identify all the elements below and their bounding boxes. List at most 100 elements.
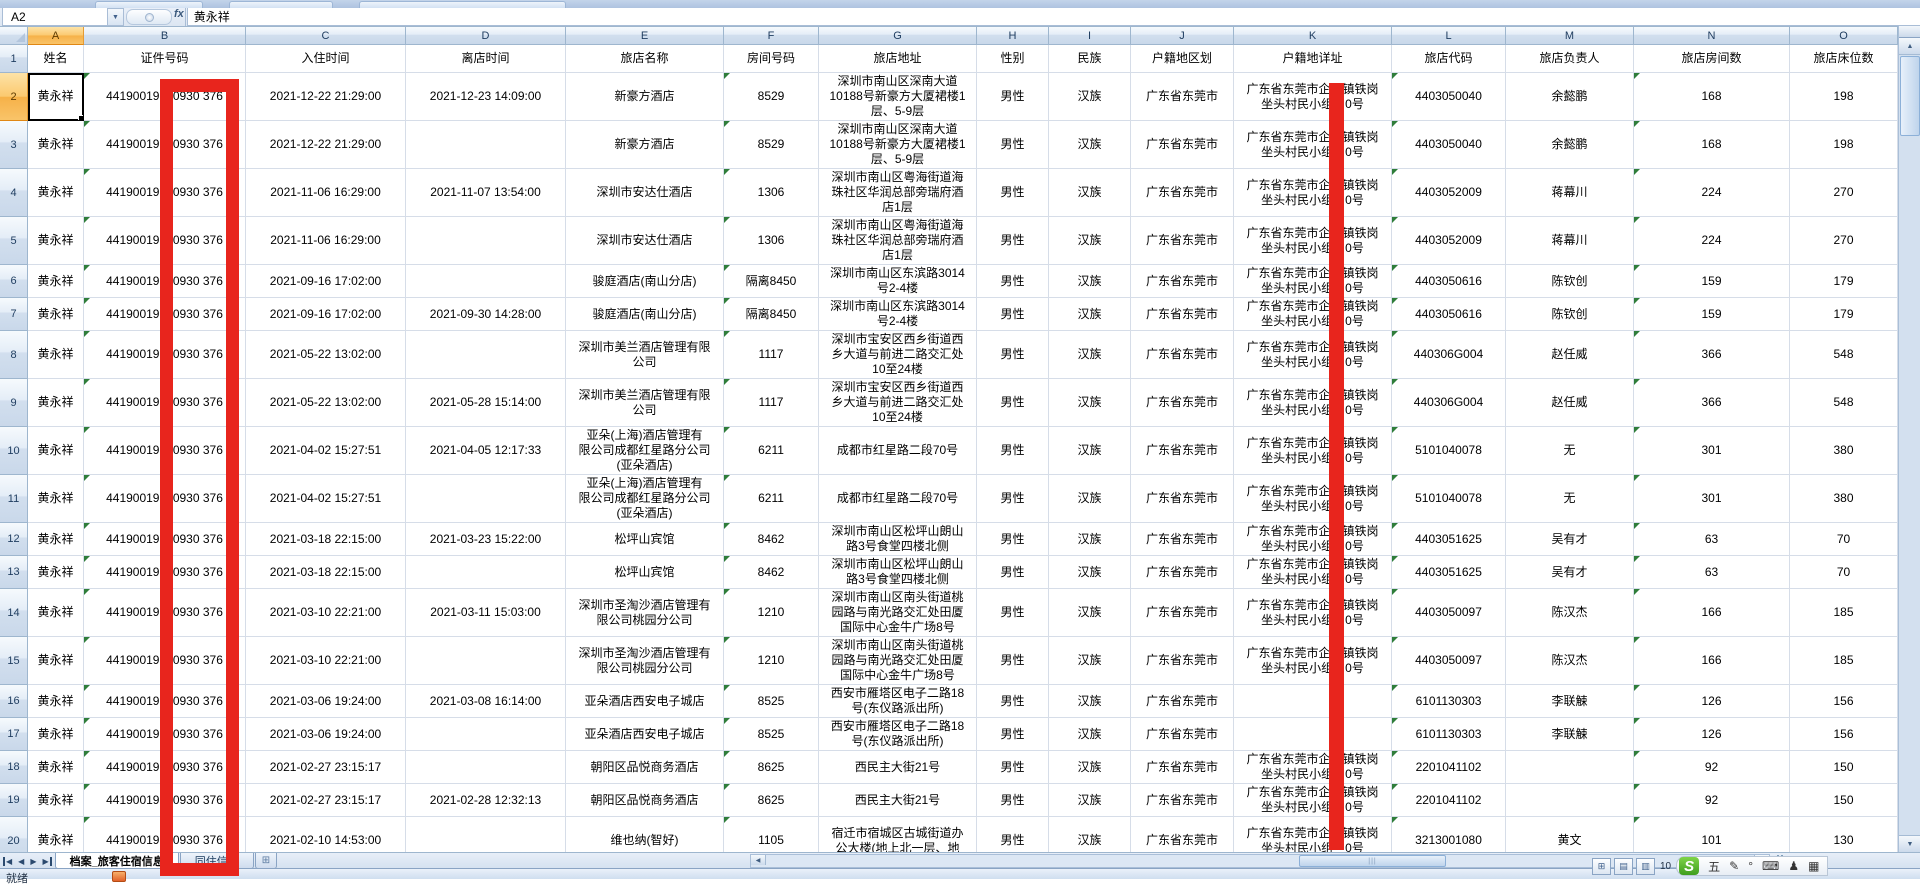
cell-L6[interactable]: 4403050616 [1392, 265, 1506, 298]
cell-N4[interactable]: 224 [1634, 169, 1790, 217]
cell-D6[interactable] [406, 265, 566, 298]
cell-J12[interactable]: 广东省东莞市 [1131, 523, 1234, 556]
cell-N14[interactable]: 166 [1634, 589, 1790, 637]
row-header-11[interactable]: 11 [0, 475, 28, 523]
cell-G7[interactable]: 深圳市南山区东滨路3014 号2-4楼 [819, 298, 977, 331]
cell-B20[interactable]: 44190019900930 376 [84, 817, 246, 853]
row-header-2[interactable]: 2 [0, 73, 28, 121]
cell-N13[interactable]: 63 [1634, 556, 1790, 589]
cell-I20[interactable]: 汉族 [1049, 817, 1131, 853]
cell-N18[interactable]: 92 [1634, 751, 1790, 784]
cell-I12[interactable]: 汉族 [1049, 523, 1131, 556]
cell-A8[interactable]: 黄永祥 [28, 331, 84, 379]
row-header-3[interactable]: 3 [0, 121, 28, 169]
vertical-scrollbar[interactable]: ▲ ▼ [1898, 26, 1920, 852]
cell-J4[interactable]: 广东省东莞市 [1131, 169, 1234, 217]
row-header-13[interactable]: 13 [0, 556, 28, 589]
cell-G9[interactable]: 深圳市宝安区西乡街道西 乡大道与前进二路交汇处 10至24楼 [819, 379, 977, 427]
cell-L13[interactable]: 4403051625 [1392, 556, 1506, 589]
cell-I8[interactable]: 汉族 [1049, 331, 1131, 379]
cell-J7[interactable]: 广东省东莞市 [1131, 298, 1234, 331]
cell-F18[interactable]: 8625 [724, 751, 819, 784]
col-header-M[interactable]: M [1506, 27, 1634, 45]
cell-O9[interactable]: 548 [1790, 379, 1898, 427]
cell-H10[interactable]: 男性 [977, 427, 1049, 475]
row-header-1[interactable]: 1 [0, 45, 28, 73]
cell-C1[interactable]: 入住时间 [246, 45, 406, 73]
cell-I6[interactable]: 汉族 [1049, 265, 1131, 298]
cell-C5[interactable]: 2021-11-06 16:29:00 [246, 217, 406, 265]
cell-B12[interactable]: 44190019900930 376 [84, 523, 246, 556]
cell-N3[interactable]: 168 [1634, 121, 1790, 169]
cell-L20[interactable]: 3213001080 [1392, 817, 1506, 853]
cell-D14[interactable]: 2021-03-11 15:03:00 [406, 589, 566, 637]
cell-E1[interactable]: 旅店名称 [566, 45, 724, 73]
cell-L18[interactable]: 2201041102 [1392, 751, 1506, 784]
vertical-scroll-thumb[interactable] [1900, 56, 1920, 136]
cell-K5[interactable]: 广东省东莞市企 镇铁岗 坐头村民小组 0号 [1234, 217, 1392, 265]
cell-E9[interactable]: 深圳市美兰酒店管理有限 公司 [566, 379, 724, 427]
cell-D3[interactable] [406, 121, 566, 169]
cell-C2[interactable]: 2021-12-22 21:29:00 [246, 73, 406, 121]
cell-B11[interactable]: 44190019900930 376 [84, 475, 246, 523]
cell-E4[interactable]: 深圳市安达仕酒店 [566, 169, 724, 217]
row-header-9[interactable]: 9 [0, 379, 28, 427]
cell-N17[interactable]: 126 [1634, 718, 1790, 751]
cell-A2[interactable]: 黄永祥 [28, 73, 84, 121]
cell-N5[interactable]: 224 [1634, 217, 1790, 265]
cell-B19[interactable]: 44190019900930 376 [84, 784, 246, 817]
cell-C17[interactable]: 2021-03-06 19:24:00 [246, 718, 406, 751]
cell-F14[interactable]: 1210 [724, 589, 819, 637]
insert-worksheet-icon[interactable]: ⊞ [254, 853, 278, 869]
cell-D7[interactable]: 2021-09-30 14:28:00 [406, 298, 566, 331]
cell-H12[interactable]: 男性 [977, 523, 1049, 556]
col-header-J[interactable]: J [1131, 27, 1234, 45]
cell-M9[interactable]: 赵任威 [1506, 379, 1634, 427]
last-sheet-icon[interactable]: ▶ [42, 856, 52, 866]
cell-I4[interactable]: 汉族 [1049, 169, 1131, 217]
cell-J9[interactable]: 广东省东莞市 [1131, 379, 1234, 427]
cell-A13[interactable]: 黄永祥 [28, 556, 84, 589]
cell-E19[interactable]: 朝阳区品悦商务酒店 [566, 784, 724, 817]
cell-N20[interactable]: 101 [1634, 817, 1790, 853]
page-break-view-icon[interactable]: ▥ [1636, 857, 1655, 875]
cell-I14[interactable]: 汉族 [1049, 589, 1131, 637]
cell-M12[interactable]: 吴有才 [1506, 523, 1634, 556]
cell-E17[interactable]: 亚朵酒店西安电子城店 [566, 718, 724, 751]
page-layout-view-icon[interactable]: ▤ [1614, 857, 1633, 875]
cell-H15[interactable]: 男性 [977, 637, 1049, 685]
cell-G12[interactable]: 深圳市南山区松坪山朗山 路3号食堂四楼北侧 [819, 523, 977, 556]
cell-F20[interactable]: 1105 [724, 817, 819, 853]
cell-G3[interactable]: 深圳市南山区深南大道 10188号新豪方大厦裙楼1 层、5-9层 [819, 121, 977, 169]
cell-H3[interactable]: 男性 [977, 121, 1049, 169]
cell-K2[interactable]: 广东省东莞市企 镇铁岗 坐头村民小组 0号 [1234, 73, 1392, 121]
cell-J17[interactable]: 广东省东莞市 [1131, 718, 1234, 751]
cell-F9[interactable]: 1117 [724, 379, 819, 427]
cell-D15[interactable] [406, 637, 566, 685]
col-header-H[interactable]: H [977, 27, 1049, 45]
cell-G19[interactable]: 西民主大街21号 [819, 784, 977, 817]
cell-E3[interactable]: 新豪方酒店 [566, 121, 724, 169]
row-header-16[interactable]: 16 [0, 685, 28, 718]
cell-A5[interactable]: 黄永祥 [28, 217, 84, 265]
cell-L17[interactable]: 6101130303 [1392, 718, 1506, 751]
cell-C4[interactable]: 2021-11-06 16:29:00 [246, 169, 406, 217]
cell-A11[interactable]: 黄永祥 [28, 475, 84, 523]
cell-K12[interactable]: 广东省东莞市企 镇铁岗 坐头村民小组 0号 [1234, 523, 1392, 556]
cell-J19[interactable]: 广东省东莞市 [1131, 784, 1234, 817]
cell-N12[interactable]: 63 [1634, 523, 1790, 556]
cell-G11[interactable]: 成都市红星路二段70号 [819, 475, 977, 523]
name-box[interactable]: A2 [2, 8, 108, 26]
cell-F16[interactable]: 8525 [724, 685, 819, 718]
cell-D12[interactable]: 2021-03-23 15:22:00 [406, 523, 566, 556]
cell-F10[interactable]: 6211 [724, 427, 819, 475]
cell-L2[interactable]: 4403050040 [1392, 73, 1506, 121]
cell-K16[interactable] [1234, 685, 1392, 718]
cell-H5[interactable]: 男性 [977, 217, 1049, 265]
cell-O19[interactable]: 150 [1790, 784, 1898, 817]
cell-O12[interactable]: 70 [1790, 523, 1898, 556]
cell-I16[interactable]: 汉族 [1049, 685, 1131, 718]
scroll-up-icon[interactable]: ▲ [1899, 38, 1920, 55]
cell-A6[interactable]: 黄永祥 [28, 265, 84, 298]
cell-A1[interactable]: 姓名 [28, 45, 84, 73]
